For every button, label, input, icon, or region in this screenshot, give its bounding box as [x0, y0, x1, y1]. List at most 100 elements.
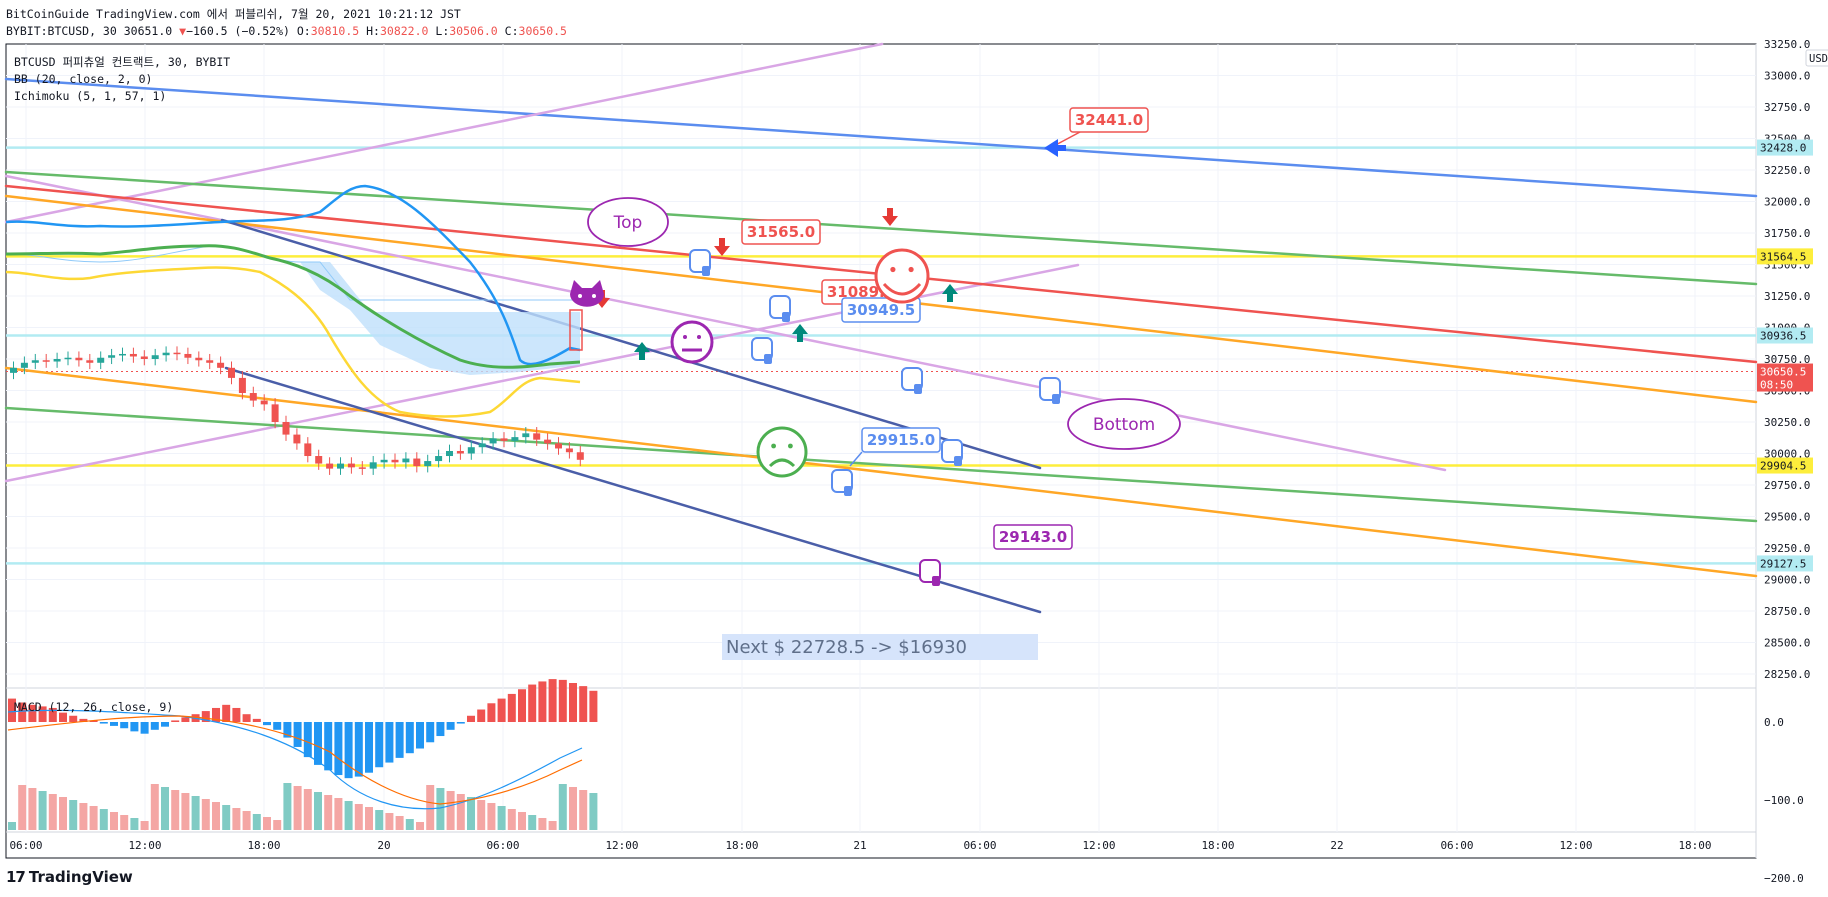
unit-box — [1805, 49, 1828, 67]
navy-channel-upper — [220, 218, 1042, 470]
candle-body — [108, 355, 116, 358]
tradingview-logo[interactable]: 17 TradingView — [6, 868, 133, 886]
candle-body — [10, 367, 17, 373]
annotations: 32441.031565.031089.030949.529915.029143… — [569, 107, 1181, 586]
macd-bar — [110, 722, 118, 726]
candle-body — [478, 443, 486, 448]
price-label-text: 32428.0 — [1760, 142, 1806, 155]
bb-lower-line — [5, 266, 581, 418]
neutral-face-icon — [670, 320, 714, 364]
price-tick: 29500.0 — [1764, 511, 1810, 524]
volume-bar — [38, 791, 47, 830]
price-callout-text: 30949.5 — [847, 301, 915, 319]
cat-icon — [570, 280, 604, 307]
pointing-hand-icon-cuff — [914, 384, 922, 394]
price-label-bg — [1757, 139, 1813, 156]
volume-bar — [48, 794, 57, 830]
macd-bar — [212, 707, 220, 722]
macd-bar — [487, 703, 496, 722]
macd-bar — [303, 722, 312, 758]
green-trend-line-lower — [4, 406, 1758, 523]
macd-bar — [569, 683, 577, 722]
tv-logo-icon: 17 — [6, 868, 26, 886]
price-label-countdown: 08:50 — [1760, 379, 1793, 392]
volume-bar — [477, 800, 486, 830]
volume-bar — [405, 819, 414, 830]
macd-bar — [436, 722, 445, 737]
volume-bar — [569, 787, 577, 830]
candle-body — [162, 352, 170, 356]
price-callout-text: 31565.0 — [747, 223, 815, 241]
macd-bar — [59, 712, 67, 722]
macd-bar — [385, 722, 394, 763]
close-value: 30650.5 — [518, 24, 567, 38]
volume-bar — [579, 790, 588, 830]
cat-icon-eye — [592, 294, 596, 298]
price-tick: 29250.0 — [1764, 542, 1810, 555]
candle-body — [413, 458, 421, 467]
candle-body — [304, 443, 312, 457]
sad-face-icon — [756, 426, 808, 478]
candle-body — [293, 434, 301, 444]
macd-bar — [395, 722, 404, 758]
down-arrow-icon — [882, 208, 898, 226]
candle-body — [151, 355, 159, 359]
price-label-bg — [1757, 363, 1813, 392]
open-label: O: — [296, 24, 311, 38]
volume-bar — [528, 815, 537, 830]
time-tick: 12:00 — [1082, 839, 1115, 852]
macd-bar — [365, 722, 373, 773]
price-label-text: 30936.5 — [1760, 330, 1806, 343]
candle-body — [97, 357, 105, 363]
ichimoku-cloud — [300, 262, 580, 375]
happy-face-mouth — [882, 282, 922, 296]
legend-macd: MACD (12, 26, close, 9) — [14, 700, 173, 714]
sad-face-icon-eye — [771, 443, 776, 449]
macd-bar — [528, 684, 537, 722]
price-tick: 30750.0 — [1764, 353, 1810, 366]
price-label-text: 29127.5 — [1760, 557, 1806, 570]
speech-bubble — [587, 197, 669, 247]
candle-body — [282, 422, 290, 435]
candle-body — [217, 362, 225, 368]
macd-bar — [252, 718, 261, 722]
price-tick: 32750.0 — [1764, 101, 1810, 114]
candle-body — [184, 353, 192, 358]
candle-body — [86, 360, 94, 363]
macd-bar — [558, 679, 567, 722]
candle-body — [206, 360, 214, 363]
price-labels: 32428.0 31564.5 30936.5 30650.508:50 29904.5… — [1757, 139, 1813, 572]
macd-bar — [140, 722, 149, 734]
macd-bar — [283, 722, 292, 738]
price-label-bg — [1757, 457, 1813, 474]
orange-trend-line-lower — [4, 366, 1758, 578]
low-label: L: — [435, 24, 450, 38]
candle-body — [402, 458, 410, 463]
price-tick: 32000.0 — [1764, 196, 1810, 209]
pointing-hand-icon-cuff — [1052, 394, 1060, 404]
volume-bar — [212, 802, 220, 830]
time-tick: 18:00 — [247, 839, 280, 852]
last-price: 30651.0 — [123, 24, 173, 38]
volume-bar — [79, 803, 88, 830]
macd-bar — [222, 704, 231, 722]
blue-trend-line — [4, 77, 1758, 198]
macd-bar — [130, 722, 139, 732]
macd-bar — [263, 722, 271, 726]
macd-bar — [334, 722, 343, 776]
volume-bar — [201, 799, 210, 830]
volume-bar — [548, 821, 557, 830]
legend-title: BTCUSD 퍼피츄얼 컨트랙트, 30, BYBIT — [14, 55, 230, 69]
pointing-hand-icon-cuff — [954, 456, 962, 466]
macd-bar — [201, 711, 210, 722]
volume-bar — [324, 795, 333, 830]
price-callout-box — [1069, 107, 1149, 133]
neutral-face-icon-eye — [697, 335, 701, 339]
pointing-hand-icon-cuff — [932, 576, 940, 586]
volume-bar — [232, 808, 241, 830]
brand-name: TradingView — [28, 868, 133, 886]
macd-pane: 0.0 −100.0 −200.0 — [7, 679, 1804, 885]
candle-body — [326, 463, 334, 469]
price-label-text: 31564.5 — [1760, 250, 1806, 263]
